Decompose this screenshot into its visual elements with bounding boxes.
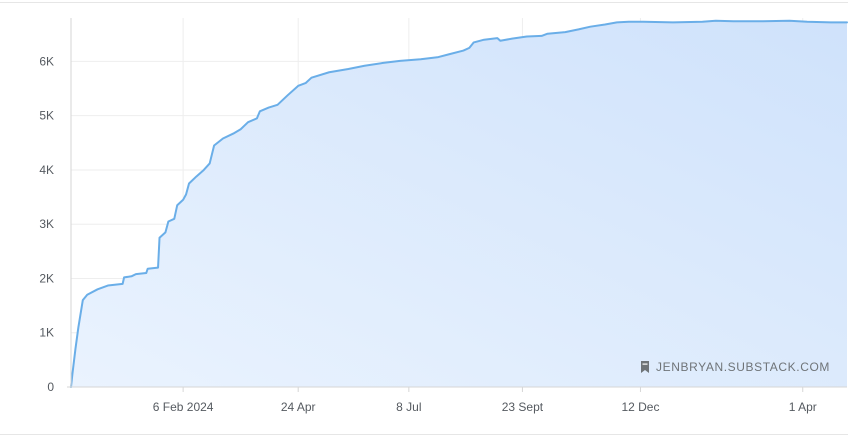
area-layer [70,19,848,388]
watermark: JENBRYAN.SUBSTACK.COM [640,360,830,374]
x-tick-label: 24 Apr [281,400,316,414]
x-tick-label: 8 Jul [396,400,421,414]
series-line [70,19,848,388]
y-tick-label: 1K [39,326,54,340]
tick-labels: 0 1K 2K 3K 4K 5K 6K 6 Feb 2024 24 Apr 8 Jul 23 Sep… [39,54,816,414]
axis-layer [67,18,847,392]
x-tick-label: 1 Apr [789,400,817,414]
x-tick-label: 23 Sept [502,400,544,414]
y-tick-label: 6K [39,54,54,68]
x-tick-label: 6 Feb 2024 [153,400,214,414]
bookmark-icon [640,361,650,373]
y-tick-label: 4K [39,163,54,177]
y-tick-label: 0 [47,380,54,394]
y-tick-label: 5K [39,109,54,123]
watermark-text: JENBRYAN.SUBSTACK.COM [656,360,830,374]
y-tick-label: 2K [39,271,54,285]
y-tick-label: 3K [39,217,54,231]
x-tick-label: 12 Dec [621,400,659,414]
series-area [71,20,847,388]
